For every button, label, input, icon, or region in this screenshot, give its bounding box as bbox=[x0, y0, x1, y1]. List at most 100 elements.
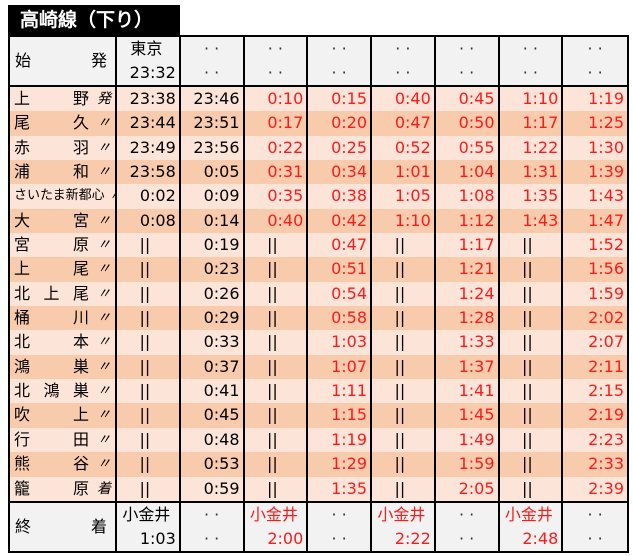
time-cell: 2:19 bbox=[588, 405, 624, 425]
station-cell: 北鴻巣〃 bbox=[10, 379, 117, 404]
time-cell: 1:35 bbox=[308, 476, 372, 501]
station-name-char: 籠 bbox=[14, 478, 31, 498]
time-cell: 1:49 bbox=[436, 427, 500, 453]
time-cell: 0:25 bbox=[308, 135, 372, 161]
station-name-char: 行 bbox=[14, 429, 31, 449]
footer.terminals-time: 2:48 bbox=[522, 528, 559, 548]
station-cell: 北上尾〃 bbox=[10, 281, 117, 307]
pass-mark: || bbox=[117, 330, 181, 355]
time-cell: 1:10 bbox=[372, 208, 436, 234]
pass-mark: || bbox=[372, 257, 436, 282]
time-cell: 0:09 bbox=[181, 184, 245, 209]
table-row: 桶川〃 || 0:29 || 0:58 || 1:28 || 2:02 bbox=[10, 306, 627, 331]
header.origins-station: · · bbox=[587, 39, 603, 58]
station-name-char: 野 bbox=[72, 89, 89, 108]
pass-mark: || bbox=[245, 403, 309, 428]
time-cell: 1:45 bbox=[436, 403, 500, 428]
time-cell: 0:38 bbox=[308, 184, 372, 209]
time-cell: 0:50 bbox=[436, 111, 500, 136]
pass-mark: || bbox=[117, 281, 181, 307]
time-cell: 0:55 bbox=[436, 135, 500, 161]
time-cell: 1:28 bbox=[436, 306, 500, 331]
station-suffix: 発 bbox=[97, 91, 111, 107]
time-cell: 1:08 bbox=[436, 184, 500, 209]
station-name-char: 北 bbox=[14, 381, 31, 401]
pass-mark: || bbox=[500, 257, 564, 282]
station-cell: 行田〃 bbox=[10, 427, 117, 453]
footer.terminals-time: · · bbox=[458, 528, 475, 548]
footer.terminals-cell: 小金井 2:00 bbox=[245, 502, 309, 551]
pass-mark: || bbox=[117, 403, 181, 428]
time-cell: 2:15 bbox=[588, 381, 624, 401]
time-cell: 0:41 bbox=[181, 379, 245, 404]
time-cell: 1:30 bbox=[588, 137, 624, 157]
time-cell: 0:26 bbox=[181, 281, 245, 307]
station-suffix: 〃 bbox=[97, 407, 111, 424]
header.origins-cell: · · · · bbox=[181, 37, 245, 85]
station-suffix: 〃 bbox=[97, 237, 111, 254]
pass-mark: || bbox=[372, 233, 436, 258]
pass-mark: || bbox=[245, 233, 309, 258]
station-name: 宮原 bbox=[14, 233, 97, 257]
table-row: 尾久〃 23:44 23:51 0:17 0:20 0:47 0:50 1:17 1:25 bbox=[10, 111, 627, 136]
pass-mark: || bbox=[372, 403, 436, 428]
header.origins-station: · · bbox=[203, 39, 220, 58]
station-cell: 吹上〃 bbox=[10, 403, 117, 428]
station-cell: さいたま新都心〃 bbox=[10, 184, 117, 209]
time-cell: 1:07 bbox=[308, 354, 372, 380]
time-cell: 0:15 bbox=[308, 87, 372, 112]
time-cell: 1:41 bbox=[436, 379, 500, 404]
station-cell: 浦和〃 bbox=[10, 160, 117, 185]
time-cell: 1:10 bbox=[500, 87, 564, 112]
footer.terminals-cell: 小金井 1:03 bbox=[117, 502, 181, 551]
time-cell: 1:25 bbox=[588, 113, 624, 133]
footer.terminals-station: · · bbox=[587, 504, 603, 524]
station-name: 北本 bbox=[14, 330, 97, 354]
pass-mark: || bbox=[372, 281, 436, 307]
header.origins-time: · · bbox=[331, 63, 347, 82]
station-cell: 桶川〃 bbox=[10, 306, 117, 331]
station-name-char: 羽 bbox=[72, 137, 89, 157]
station-name-char: 鴻 bbox=[14, 356, 31, 376]
pass-mark: || bbox=[500, 403, 564, 428]
header.origins-cell: · · · · bbox=[436, 37, 500, 85]
time-cell: 0:37 bbox=[181, 354, 245, 380]
station-name-char: 上 bbox=[72, 405, 89, 425]
station-name-char: 尾 bbox=[72, 283, 89, 303]
footer.terminals-time: · · bbox=[331, 528, 347, 548]
pass-mark: || bbox=[372, 379, 436, 404]
time-cell: 1:03 bbox=[308, 330, 372, 355]
pass-mark: || bbox=[372, 306, 436, 331]
header.origins-time: · · bbox=[458, 63, 475, 82]
time-cell: 1:11 bbox=[308, 379, 372, 404]
station-suffix: 〃 bbox=[97, 431, 111, 448]
station-suffix: 〃 bbox=[97, 383, 111, 400]
footer.terminals-station: · · bbox=[203, 504, 220, 524]
station-cell: 上尾〃 bbox=[10, 257, 117, 282]
station-suffix: 〃 bbox=[97, 285, 111, 302]
header.origins-cell: · · · · bbox=[245, 37, 309, 85]
time-cell: 23:38 bbox=[117, 87, 181, 112]
terminal-label: 終 着 bbox=[10, 502, 117, 551]
station-name-char: 谷 bbox=[72, 454, 89, 474]
time-cell: 2:23 bbox=[588, 429, 624, 449]
table-row: 熊谷〃 || 0:53 || 1:29 || 1:59 || 2:33 bbox=[10, 452, 627, 477]
time-cell: 1:47 bbox=[588, 210, 624, 230]
time-cell: 1:01 bbox=[372, 160, 436, 185]
station-name-char: 上 bbox=[14, 259, 31, 279]
pass-mark: || bbox=[117, 452, 181, 477]
pass-mark: || bbox=[117, 257, 181, 282]
station-cell: 籠原着 bbox=[10, 476, 117, 501]
station-name: 赤羽 bbox=[14, 136, 97, 160]
footer.terminals-time: · · bbox=[587, 528, 603, 548]
footer.terminals-station: 小金井 bbox=[249, 504, 298, 524]
header.origins-time: · · bbox=[395, 63, 411, 82]
table-row: 宮原〃 || 0:19 || 0:47 || 1:17 || 1:52 bbox=[10, 233, 627, 258]
time-cell: 0:02 bbox=[117, 184, 181, 209]
origin-label: 始 発 bbox=[10, 37, 117, 85]
station-suffix: 〃 bbox=[97, 115, 111, 132]
station-name-char: 北 bbox=[14, 283, 31, 303]
pass-mark: || bbox=[245, 379, 309, 404]
